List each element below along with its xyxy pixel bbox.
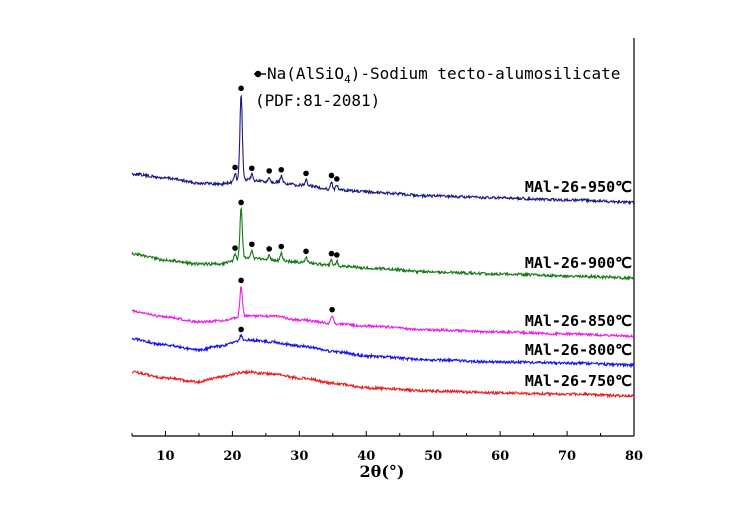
x-tick-label: 30 — [290, 449, 308, 464]
peak-marker — [334, 252, 340, 258]
x-tick-label: 10 — [156, 449, 174, 464]
plot-frame — [132, 38, 635, 437]
peak-markers — [232, 85, 340, 333]
legend-text-line2: (PDF:81-2081) — [255, 91, 380, 110]
series-label-1: MAl-26-900℃ — [525, 254, 632, 272]
x-tick-label: 60 — [491, 449, 509, 464]
series-line-2 — [131, 286, 635, 339]
peak-marker — [303, 248, 309, 255]
x-tick-label: 50 — [424, 449, 442, 464]
peak-marker — [303, 170, 309, 177]
peak-marker — [266, 168, 273, 174]
x-tick-label: 20 — [223, 449, 241, 464]
peak-marker — [232, 245, 238, 251]
x-tick-label: 80 — [625, 449, 643, 464]
series-label-3: MAl-26-800℃ — [525, 341, 632, 359]
series-line-0 — [131, 94, 635, 206]
peak-marker — [249, 241, 255, 248]
series-labels: MAl-26-950℃ MAl-26-900℃ MAl-26-850℃ MAl-26-… — [525, 178, 632, 390]
series-label-2: MAl-26-850℃ — [525, 312, 632, 330]
x-axis-ticks: 10 20 30 40 50 60 70 80 — [131, 431, 643, 464]
series-line-1 — [131, 206, 634, 281]
peak-marker — [238, 85, 244, 92]
peak-marker — [238, 326, 244, 333]
legend: Na(AlSiO4)-Sodium tecto-alumosilicate (P… — [254, 64, 620, 110]
legend-text-prefix: Na(AlSiO — [267, 64, 344, 83]
series-layer — [131, 94, 635, 399]
legend-text-suffix: )-Sodium tecto-alumosilicate — [351, 64, 621, 83]
series-line-4 — [131, 368, 635, 399]
peak-marker — [328, 172, 335, 179]
series-label-0: MAl-26-950℃ — [525, 178, 632, 196]
peak-marker — [278, 166, 285, 173]
peak-marker — [278, 243, 285, 250]
peak-marker — [238, 199, 244, 206]
peak-marker — [249, 165, 255, 172]
peak-marker — [334, 176, 340, 182]
x-tick-label: 70 — [558, 449, 576, 464]
x-axis-title: 2θ(°) — [360, 462, 405, 481]
legend-text-sub: 4 — [344, 73, 351, 86]
peak-marker — [266, 246, 273, 252]
peak-marker — [328, 250, 335, 257]
legend-text: Na(AlSiO4)-Sodium tecto-alumosilicate — [267, 64, 620, 86]
peak-marker — [232, 164, 238, 171]
series-label-4: MAl-26-750℃ — [525, 372, 632, 390]
peak-marker — [329, 306, 335, 313]
x-tick-label: 40 — [357, 449, 375, 464]
series-line-3 — [131, 334, 635, 369]
peak-marker — [238, 277, 244, 284]
